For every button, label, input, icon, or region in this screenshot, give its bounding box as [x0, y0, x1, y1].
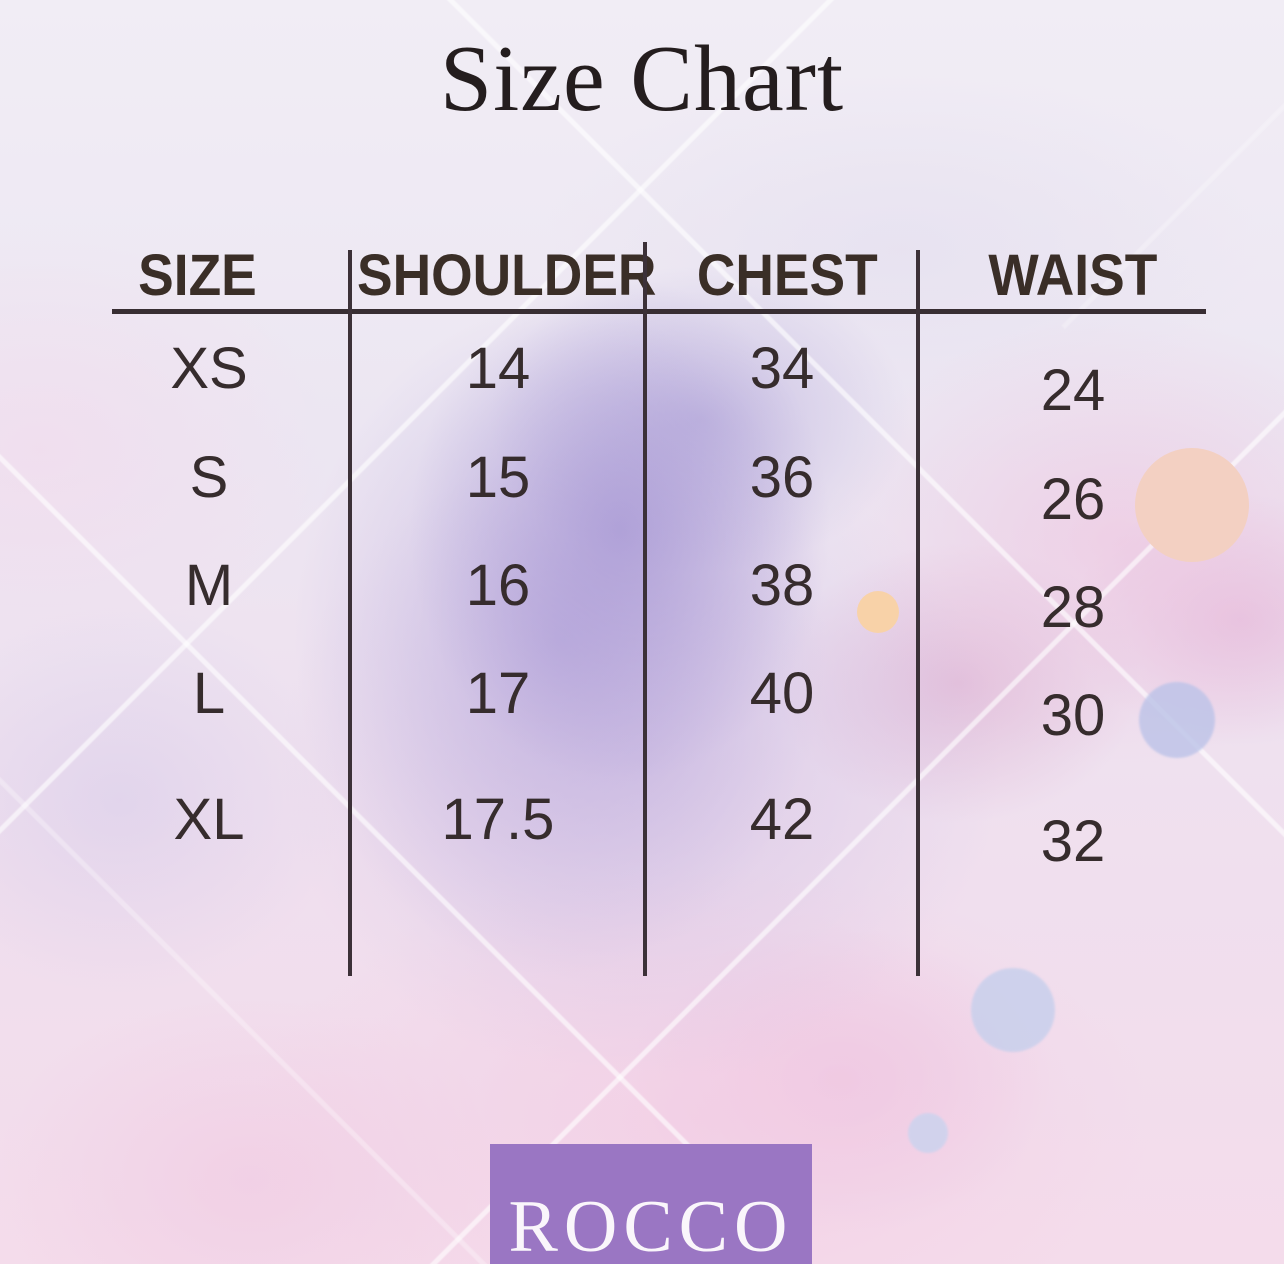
peach-circle-large	[1135, 448, 1249, 562]
column-header-waist: WAIST	[988, 243, 1158, 308]
waist-value: 28	[1040, 575, 1106, 640]
brand-box: ROCCO	[490, 1144, 812, 1264]
blue-circle-medium	[1139, 682, 1215, 758]
size-label: S	[189, 445, 229, 510]
chest-value: 40	[749, 661, 815, 726]
waist-value: 32	[1040, 808, 1106, 874]
chest-value: 36	[749, 445, 815, 510]
shoulder-value: 15	[465, 445, 531, 510]
peach-dot-small	[857, 591, 899, 633]
waist-value: 24	[1040, 358, 1106, 423]
size-table-body: XS 14 34 24 S 15 36 26 M 16 38 28 L 17 4…	[118, 314, 1204, 890]
column-header-size: SIZE	[137, 243, 257, 308]
blue-circle-small	[908, 1113, 948, 1153]
chest-value: 38	[749, 553, 815, 618]
column-header-shoulder: SHOULDER	[357, 243, 657, 308]
chest-value: 42	[749, 786, 815, 852]
header-underline	[112, 309, 1206, 314]
column-divider	[643, 242, 647, 976]
blue-circle-large	[971, 968, 1055, 1052]
shoulder-value: 14	[465, 336, 531, 401]
shoulder-value: 16	[465, 553, 531, 618]
size-label: XL	[173, 786, 245, 852]
shoulder-value: 17.5	[441, 786, 555, 852]
size-label: L	[192, 661, 226, 726]
page-title: Size Chart	[439, 27, 845, 131]
waist-value: 30	[1040, 683, 1106, 748]
brand-logo-text: ROCCO	[508, 1186, 794, 1264]
table-header-row: SIZE SHOULDER CHEST WAIST	[118, 240, 1204, 311]
waist-value: 26	[1040, 467, 1106, 532]
column-divider	[916, 250, 920, 976]
chest-value: 34	[749, 336, 815, 401]
shoulder-value: 17	[465, 661, 531, 726]
size-label: XS	[170, 336, 248, 401]
size-label: M	[184, 553, 234, 618]
column-header-chest: CHEST	[696, 243, 878, 308]
column-divider	[348, 250, 352, 976]
